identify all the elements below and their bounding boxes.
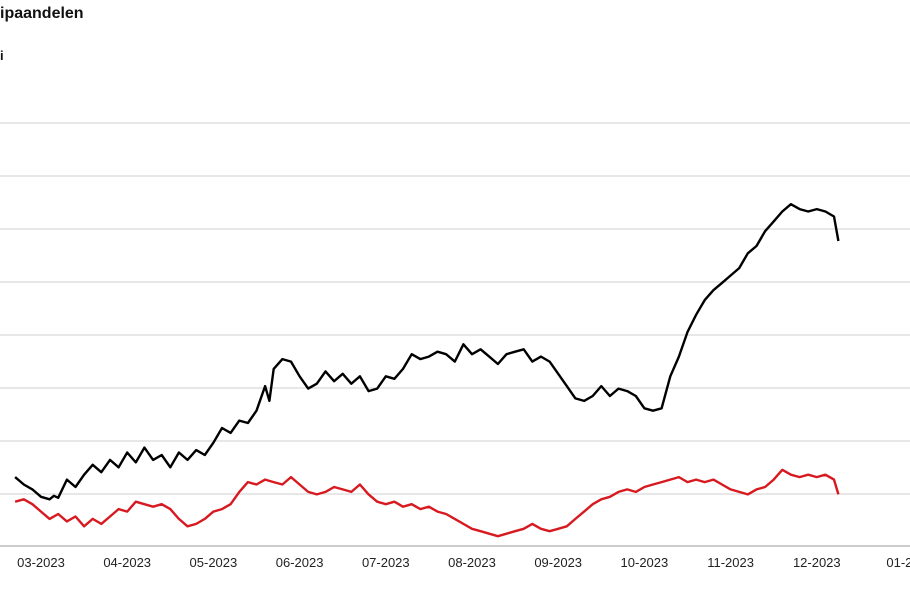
x-tick-label: 05-2023 xyxy=(190,555,238,570)
chart-title: ipaandelen xyxy=(0,5,84,22)
x-tick-label: 07-2023 xyxy=(362,555,410,570)
x-tick-label: 08-2023 xyxy=(448,555,496,570)
x-tick-label: 01-20 xyxy=(886,555,910,570)
x-tick-label: 06-2023 xyxy=(276,555,324,570)
x-tick-label: 11-2023 xyxy=(707,555,754,570)
x-tick-label: 12-2023 xyxy=(793,555,841,570)
chart-subtitle: i xyxy=(0,48,4,63)
grid-layer xyxy=(0,122,910,547)
series-line-black xyxy=(14,203,840,501)
x-tick-label: 03-2023 xyxy=(17,555,65,570)
x-tick-label: 04-2023 xyxy=(103,555,151,570)
series-line-red xyxy=(14,468,840,538)
series-layer xyxy=(14,203,840,538)
x-tick-label: 09-2023 xyxy=(534,555,582,570)
x-axis-ticks: 03-2023 04-2023 05-2023 06-2023 07-2023 08-20… xyxy=(17,555,910,570)
x-tick-label: 10-2023 xyxy=(621,555,669,570)
